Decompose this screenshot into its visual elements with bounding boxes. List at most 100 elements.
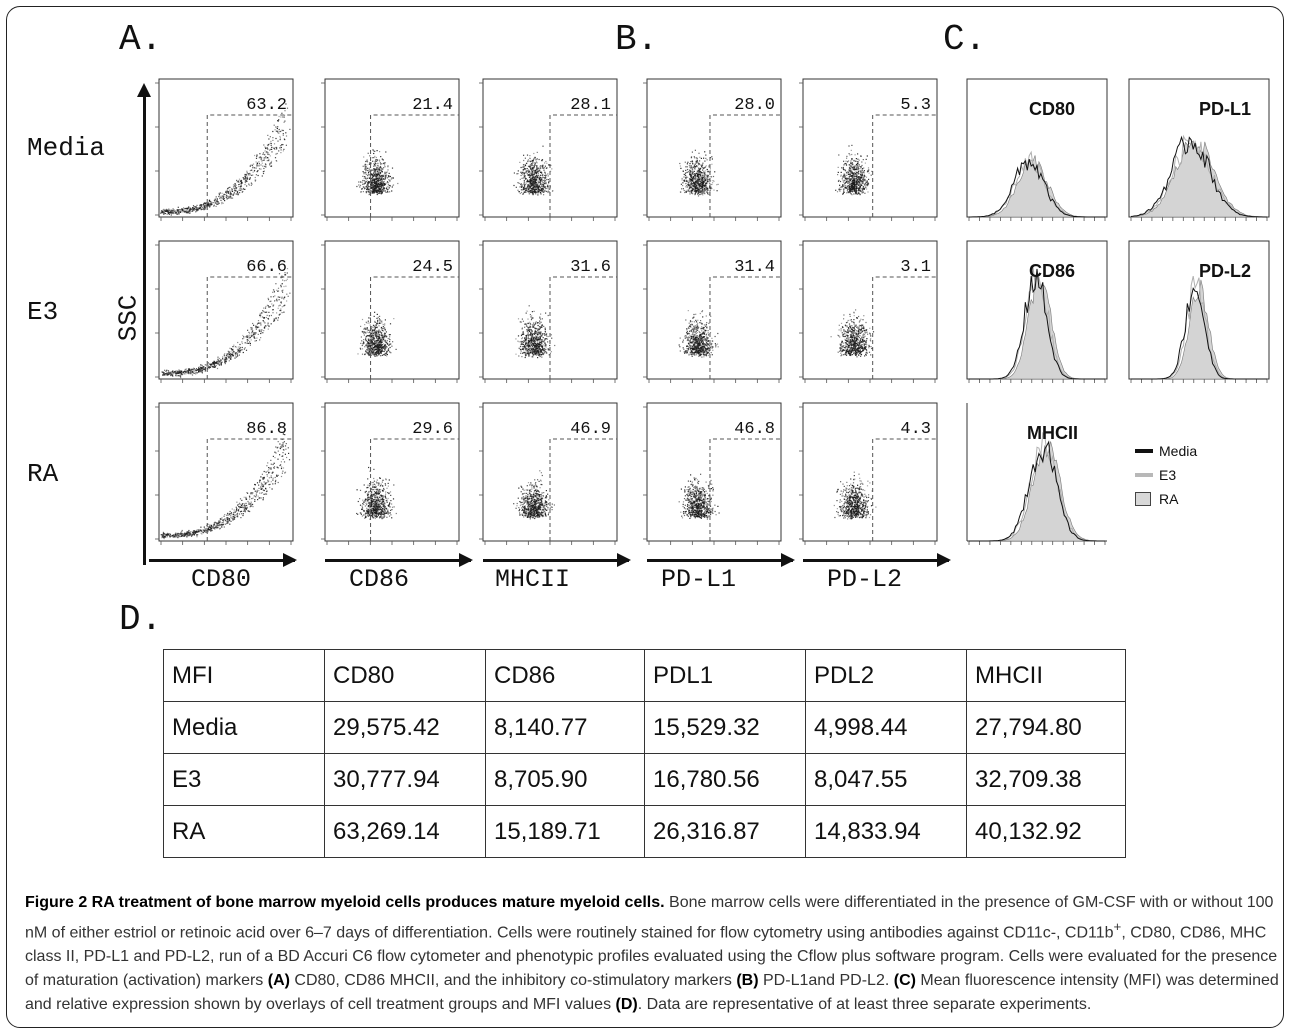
y-axis-label: SSC	[113, 294, 144, 342]
table-header-cell: MFI	[163, 649, 325, 702]
x-axis-arrow-2	[325, 553, 473, 567]
table-cell: 4,998.44	[805, 701, 967, 754]
table-cell: 8,047.55	[805, 753, 967, 806]
caption-text: CD80, CD86 MHCII, and the inhibitory co-…	[289, 972, 737, 990]
gate-value: 3.1	[900, 258, 931, 277]
x-axis-label-cd86: CD86	[349, 565, 410, 594]
table-cell: 8,140.77	[485, 701, 645, 754]
dot-plot-cd86-row-3: 29.6	[321, 402, 460, 545]
row-label-e3: E3	[27, 297, 59, 327]
dot-plot-mhcii-row-3: 46.9	[479, 402, 618, 545]
x-axis-label-cd80: CD80	[191, 565, 252, 594]
table-cell: 32,709.38	[966, 753, 1126, 806]
gate-value: 21.4	[412, 96, 453, 115]
table-cell: 26,316.87	[644, 805, 806, 858]
x-axis-arrow-1	[149, 553, 297, 567]
legend-label-ra: RA	[1159, 491, 1179, 507]
panel-letter-a: A.	[119, 19, 163, 60]
legend-label-e3: E3	[1159, 467, 1177, 483]
legend-item-media: Media	[1135, 439, 1197, 463]
histogram-marker-label: PD-L2	[1199, 261, 1251, 281]
caption-text: PD-L1and PD-L2.	[758, 972, 894, 990]
legend-label-media: Media	[1159, 443, 1198, 459]
dot-plot-pd-l2-row-3: 4.3	[799, 402, 938, 545]
x-axis-label-pd-l2: PD-L2	[827, 565, 903, 594]
x-axis-arrow-3	[483, 553, 631, 567]
dot-plot-cd80-row-3: 86.8	[155, 402, 294, 545]
x-axis-arrow-4	[647, 553, 795, 567]
caption-ref-d: (D)	[615, 996, 638, 1014]
table-cell: E3	[163, 753, 325, 806]
panel-letter-c: C.	[943, 19, 987, 60]
x-axis-label-pd-l1: PD-L1	[661, 565, 737, 594]
table-header-row: MFI CD80 CD86 PDL1 PDL2 MHCII	[163, 649, 1126, 702]
gate-value: 63.2	[246, 96, 287, 115]
caption-text: Mean fluorescence intensity (MFI) was de…	[25, 972, 1279, 1014]
figure-caption: Figure 2 RA treatment of bone marrow mye…	[25, 891, 1281, 1017]
panel-letter-b: B.	[615, 19, 659, 60]
gate-value: 46.9	[570, 420, 611, 439]
legend-swatch-media	[1135, 449, 1153, 453]
table-cell: Media	[163, 701, 325, 754]
table-cell: 15,529.32	[644, 701, 806, 754]
table-row: E3 30,777.94 8,705.90 16,780.56 8,047.55…	[163, 753, 1126, 806]
histogram-legend: Media E3 RA	[1135, 439, 1197, 511]
legend-item-e3: E3	[1135, 463, 1197, 487]
histogram-pd-l2: PD-L2	[1128, 240, 1270, 383]
gate-value: 46.8	[734, 420, 775, 439]
histogram-marker-label: PD-L1	[1199, 99, 1251, 119]
row-label-ra: RA	[27, 459, 59, 489]
gate-value: 28.0	[734, 96, 775, 115]
table-cell: 40,132.92	[966, 805, 1126, 858]
mfi-table: MFI CD80 CD86 PDL1 PDL2 MHCII Media 29,5…	[163, 649, 1126, 858]
y-axis-arrow	[137, 83, 151, 565]
histogram-mhcii: MHCII	[966, 403, 1107, 545]
caption-ref-c: (C)	[893, 972, 916, 990]
gate-value: 28.1	[570, 96, 611, 115]
dot-plot-cd86-row-1: 21.4	[321, 78, 460, 221]
dot-plot-cd80-row-1: 63.2	[155, 78, 294, 221]
dot-plot-pd-l1-row-1: 28.0	[643, 78, 782, 221]
gate-value: 31.6	[570, 258, 611, 277]
table-cell: 16,780.56	[644, 753, 806, 806]
table-cell: 63,269.14	[324, 805, 486, 858]
gate-value: 4.3	[900, 420, 931, 439]
table-cell: 29,575.42	[324, 701, 486, 754]
gate-value: 31.4	[734, 258, 775, 277]
histogram-marker-label: CD86	[1029, 261, 1075, 281]
table-cell: 15,189.71	[485, 805, 645, 858]
caption-text: . Data are representative of at least th…	[637, 996, 1092, 1014]
histogram-marker-label: CD80	[1029, 99, 1075, 119]
panel-letter-d: D.	[119, 599, 163, 640]
figure-panel: A. B. C. D. Media E3 RA SSC CD80 CD86 MH…	[6, 6, 1284, 1028]
caption-superscript: +	[1113, 919, 1122, 934]
legend-item-ra: RA	[1135, 487, 1197, 511]
table-row: RA 63,269.14 15,189.71 26,316.87 14,833.…	[163, 805, 1126, 858]
row-label-media: Media	[27, 133, 106, 163]
histogram-pd-l1: PD-L1	[1128, 78, 1270, 221]
table-header-cell: PDL2	[805, 649, 967, 702]
dot-plot-cd86-row-2: 24.5	[321, 240, 460, 383]
gate-value: 86.8	[246, 420, 287, 439]
caption-ref-b: (B)	[736, 972, 759, 990]
table-header-cell: PDL1	[644, 649, 806, 702]
table-cell: 27,794.80	[966, 701, 1126, 754]
caption-text: , CD80, CD86, MHC class II, PD-L1 and PD…	[25, 924, 1278, 990]
x-axis-arrow-5	[803, 553, 951, 567]
table-header-cell: CD80	[324, 649, 486, 702]
dot-plot-pd-l2-row-2: 3.1	[799, 240, 938, 383]
table-row: Media 29,575.42 8,140.77 15,529.32 4,998…	[163, 701, 1126, 754]
table-cell: 14,833.94	[805, 805, 967, 858]
caption-title: Figure 2 RA treatment of bone marrow mye…	[25, 894, 665, 911]
gate-value: 29.6	[412, 420, 453, 439]
table-cell: RA	[163, 805, 325, 858]
table-header-cell: MHCII	[966, 649, 1126, 702]
gate-value: 24.5	[412, 258, 453, 277]
table-cell: 8,705.90	[485, 753, 645, 806]
legend-swatch-e3	[1135, 473, 1153, 477]
gate-value: 66.6	[246, 258, 287, 277]
histogram-marker-label: MHCII	[1027, 423, 1078, 443]
dot-plot-mhcii-row-2: 31.6	[479, 240, 618, 383]
histogram-cd86: CD86	[966, 240, 1108, 383]
table-cell: 30,777.94	[324, 753, 486, 806]
